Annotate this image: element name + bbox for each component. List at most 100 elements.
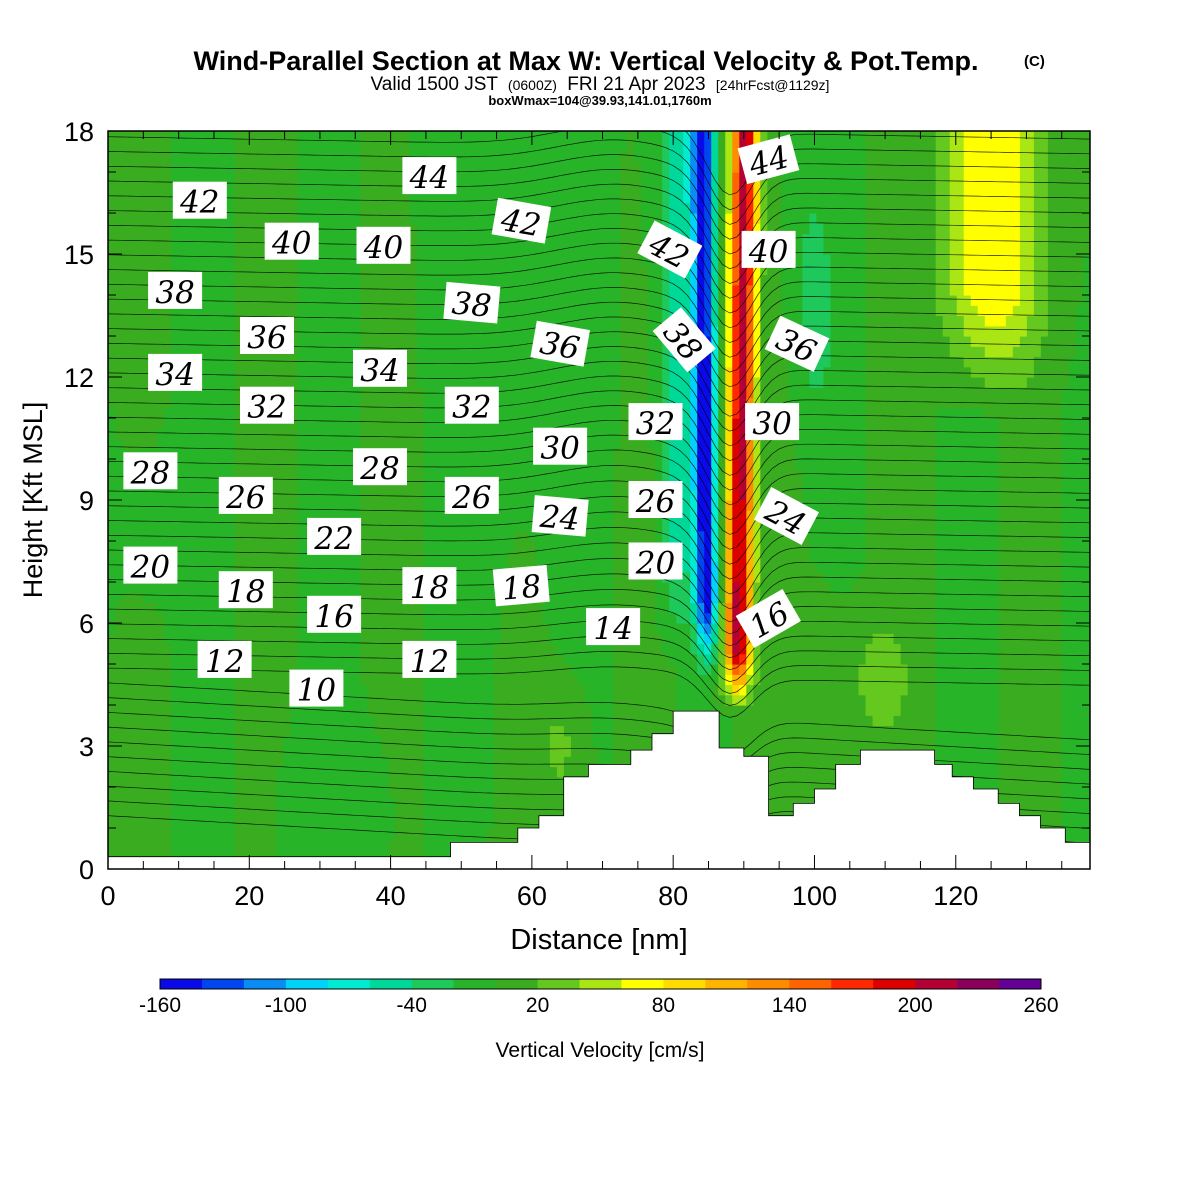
- field-cell: [851, 725, 860, 737]
- field-cell: [507, 817, 516, 829]
- field-cell: [381, 520, 390, 532]
- field-cell: [283, 510, 291, 522]
- field-cell: [255, 520, 263, 532]
- field-cell: [570, 756, 579, 768]
- field-cell: [262, 684, 270, 696]
- field-cell: [108, 756, 116, 768]
- field-cell: [662, 633, 670, 645]
- field-cell: [1047, 592, 1056, 604]
- field-cell: [465, 828, 474, 839]
- field-cell: [395, 520, 404, 532]
- field-cell: [697, 664, 705, 675]
- field-cell: [367, 561, 376, 573]
- field-cell: [704, 571, 712, 583]
- field-cell: [143, 746, 151, 757]
- field-cell: [178, 561, 186, 573]
- field-cell: [907, 541, 916, 552]
- field-cell: [472, 612, 481, 624]
- field-cell: [206, 500, 214, 511]
- field-cell: [122, 520, 130, 532]
- field-cell: [220, 817, 228, 829]
- field-cell: [507, 674, 516, 686]
- field-cell: [1019, 766, 1028, 778]
- field-cell: [199, 828, 207, 839]
- field-cell: [830, 694, 839, 706]
- field-cell: [921, 633, 930, 645]
- field-cell: [199, 592, 207, 604]
- field-cell: [570, 674, 579, 686]
- field-cell: [227, 735, 235, 747]
- field-cell: [591, 684, 600, 696]
- field-cell: [507, 612, 516, 624]
- field-cell: [732, 541, 740, 552]
- field-cell: [570, 571, 579, 583]
- field-cell: [346, 797, 355, 809]
- field-cell: [662, 664, 670, 675]
- field-cell: [893, 664, 902, 675]
- field-cell: [690, 582, 698, 593]
- field-cell: [521, 694, 530, 706]
- valid-utc: (0600Z): [508, 77, 557, 93]
- field-cell: [122, 510, 130, 522]
- field-cell: [283, 725, 291, 737]
- field-cell: [304, 582, 313, 593]
- field-cell: [171, 500, 179, 511]
- field-cell: [732, 643, 740, 655]
- field-cell: [1054, 602, 1063, 614]
- field-cell: [115, 541, 123, 552]
- field-cell: [108, 541, 116, 552]
- field-cell: [1068, 725, 1077, 737]
- field-cell: [213, 530, 221, 542]
- field-cell: [360, 541, 369, 552]
- field-cell: [1047, 735, 1056, 747]
- field-cell: [402, 807, 411, 819]
- field-cell: [276, 766, 284, 778]
- field-cell: [928, 715, 937, 727]
- field-cell: [402, 848, 411, 860]
- field-cell: [781, 664, 789, 675]
- field-cell: [1019, 684, 1028, 696]
- field-cell: [669, 612, 677, 624]
- field-cell: [402, 612, 411, 624]
- field-cell: [830, 623, 839, 634]
- field-cell: [774, 766, 782, 778]
- field-cell: [465, 571, 474, 583]
- field-cell: [613, 694, 621, 706]
- field-cell: [613, 664, 621, 675]
- field-cell: [921, 725, 930, 737]
- field-cell: [1026, 715, 1035, 727]
- field-cell: [991, 674, 1000, 686]
- field-cell: [746, 561, 754, 573]
- field-cell: [514, 787, 523, 798]
- field-cell: [332, 828, 341, 839]
- field-cell: [255, 848, 263, 860]
- field-cell: [809, 582, 818, 593]
- field-cell: [283, 664, 291, 675]
- field-cell: [1026, 787, 1035, 798]
- field-cell: [697, 551, 705, 563]
- field-cell: [241, 746, 249, 757]
- field-cell: [697, 582, 705, 593]
- field-cell: [318, 561, 327, 573]
- field-cell: [704, 541, 712, 552]
- field-cell: [297, 561, 305, 573]
- field-cell: [388, 592, 397, 604]
- field-cell: [570, 694, 579, 706]
- field-cell: [1061, 756, 1070, 768]
- field-cell: [346, 684, 355, 696]
- field-cell: [164, 582, 172, 593]
- field-cell: [276, 623, 284, 634]
- field-cell: [1075, 633, 1084, 645]
- field-cell: [374, 797, 383, 809]
- field-cell: [865, 561, 874, 573]
- field-cell: [430, 766, 439, 778]
- field-cell: [402, 602, 411, 614]
- field-cell: [746, 582, 754, 593]
- field-cell: [276, 705, 284, 716]
- field-cell: [108, 787, 116, 798]
- field-cell: [570, 684, 579, 696]
- field-cell: [872, 684, 881, 696]
- field-cell: [970, 694, 979, 706]
- field-cell: [542, 653, 551, 665]
- field-cell: [122, 530, 130, 542]
